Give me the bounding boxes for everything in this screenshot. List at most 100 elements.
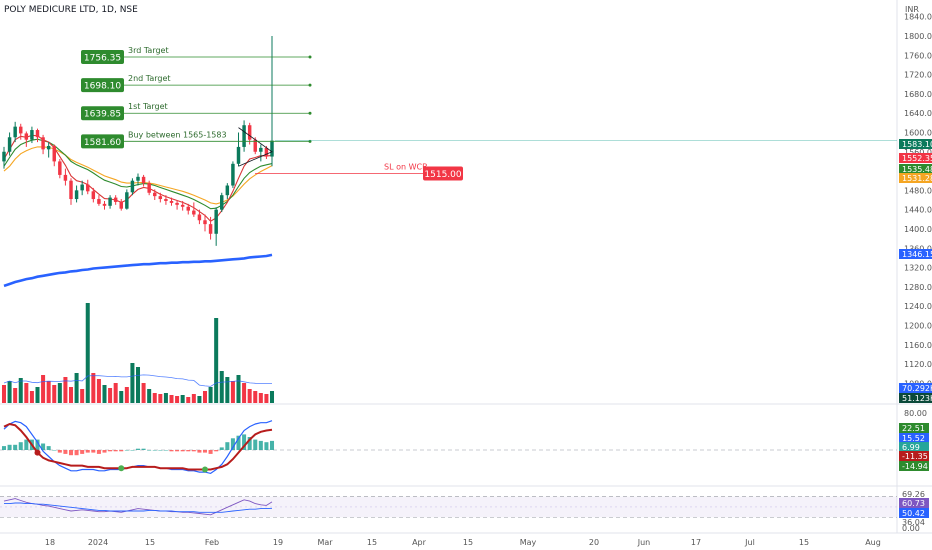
macd-histogram-bar [96, 450, 101, 454]
macd-histogram-bar [124, 450, 129, 451]
target-label: 3rd Target [128, 46, 169, 55]
price-tick-label: 1160.00 [904, 341, 932, 350]
candle-body [2, 151, 6, 162]
target-label: 1st Target [128, 102, 168, 111]
macd-histogram-bar [41, 443, 46, 450]
candle-body [7, 137, 12, 152]
ma-long-line [3, 253, 273, 288]
rsi-ma-line [4, 502, 273, 513]
candle-body [186, 206, 190, 211]
candle-body [41, 137, 45, 150]
time-tick-label: 15 [145, 538, 155, 547]
macd-histogram-bar [35, 439, 40, 450]
candle-body [247, 125, 252, 140]
volume-bar [130, 363, 135, 403]
macd-badge [899, 442, 929, 452]
macd-histogram-bar [191, 450, 196, 452]
candle-body [192, 210, 196, 215]
time-axis: 18 2024 15 Feb 19 Mar 15 Apr 15 May 20 Jun 17 Jul 15 Au… [45, 538, 881, 547]
macd-badge-text: 15.52 [902, 434, 925, 443]
candle-body [236, 146, 241, 164]
price-tick-label: 1680.00 [904, 90, 932, 99]
macd-badge [899, 423, 929, 433]
candle-body [119, 201, 123, 209]
macd-histogram-bar [63, 450, 68, 454]
time-tick-label: May [520, 538, 537, 547]
candle-body [153, 192, 157, 197]
volume-bar [236, 375, 241, 403]
macd-histogram-bar [18, 442, 23, 450]
candle-body [24, 133, 29, 140]
candle-body [141, 176, 146, 184]
volume-bar [219, 371, 224, 403]
volume-bar [169, 395, 174, 403]
volume-badge-text: 70.292K [902, 384, 932, 393]
volume-badge [899, 393, 932, 403]
rsi-badge-text: 36.04 [902, 518, 925, 527]
target-label: 2nd Target [128, 74, 171, 83]
candle-body [91, 191, 96, 200]
stop-loss-value-box [423, 166, 463, 181]
candle-body [203, 220, 207, 225]
target-value-text: 1639.85 [84, 110, 121, 120]
volume-bar [180, 395, 185, 403]
volume-badge-text: 51.123K [902, 394, 932, 403]
rsi-band [0, 496, 897, 518]
target-line-end [308, 111, 312, 115]
time-tick-label: 18 [45, 538, 55, 547]
volume-bar [135, 367, 141, 403]
rsi-badge-text: 69.26 [902, 490, 925, 499]
volume-bar [147, 389, 152, 403]
price-tick-label: 1360.00 [904, 244, 932, 253]
target-line-end [308, 55, 312, 59]
macd-histogram-bar [7, 444, 12, 450]
candle-body [19, 126, 23, 134]
time-tick-label: Mar [317, 538, 333, 547]
volume-bar [214, 318, 219, 403]
macd-histogram-bar [52, 450, 57, 451]
volume-bar [230, 381, 235, 403]
volume-bar [13, 388, 18, 403]
rsi-badge-text: 60.73 [902, 499, 925, 508]
price-tick-label: 1840.00 [904, 13, 932, 22]
rsi-badge-text: 50.42 [902, 509, 925, 518]
macd-signal-line [3, 422, 273, 471]
volume-bar [208, 387, 213, 403]
volume-bar [124, 387, 129, 403]
macd-histogram-bar [180, 450, 185, 452]
price-badge-text: 1552.35 [902, 154, 932, 163]
volume-bar [141, 383, 146, 403]
macd-badge [899, 461, 929, 471]
macd-histogram-bar [230, 438, 235, 450]
macd-cross-dot [118, 465, 125, 472]
price-tick-label: 1320.00 [904, 264, 932, 273]
volume-bar [225, 377, 230, 403]
price-tick-label: 1240.00 [904, 302, 932, 311]
symbol-title: POLY MEDICURE LTD, 1D, NSE [4, 5, 138, 15]
volume-bar [108, 388, 113, 403]
price-tick-label: 1400.00 [904, 225, 932, 234]
rsi-bottom-tick: 0.00 [902, 524, 920, 533]
macd-histogram-bar [68, 450, 74, 456]
volume-bar [91, 373, 96, 403]
macd-histogram-bar [74, 450, 79, 456]
macd-histogram-bar [219, 447, 224, 450]
candle-body [130, 180, 135, 193]
candle-body [125, 192, 129, 209]
candle-body [136, 176, 140, 181]
macd-badge [899, 451, 929, 461]
candle-body [164, 199, 168, 201]
macd-histogram-bar [214, 450, 219, 452]
time-tick-label: 17 [691, 538, 701, 547]
candle-body [13, 126, 17, 138]
price-tick-label: 1640.00 [904, 109, 932, 118]
target-value-box [81, 106, 124, 121]
macd-histogram-bar [264, 442, 269, 450]
price-badge [899, 153, 932, 163]
macd-histogram-bar [135, 448, 141, 450]
rsi-badge [899, 498, 929, 508]
candle-body [102, 203, 107, 206]
macd-histogram-bar [113, 450, 118, 452]
